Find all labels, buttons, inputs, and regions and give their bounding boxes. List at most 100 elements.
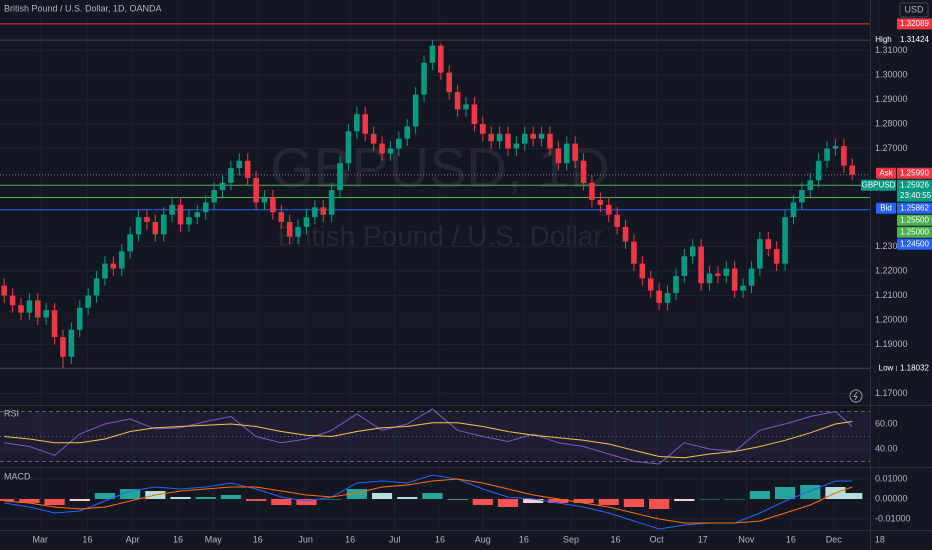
alert-icon-bolt: [853, 391, 858, 401]
price-marker-label: 1.25500: [900, 215, 929, 224]
candle-body: [664, 293, 671, 303]
y-tick-label: 1.31000: [875, 45, 908, 55]
x-tick-label: 16: [82, 534, 92, 544]
candle-body: [228, 168, 234, 183]
candle-body: [295, 226, 301, 237]
price-marker: [897, 238, 932, 250]
price-marker: [897, 34, 932, 46]
candle-body: [563, 143, 570, 164]
candle-body: [34, 300, 41, 318]
candle-body: [387, 148, 394, 154]
chart-title: British Pound / U.S. Dollar, 1D, OANDA: [4, 3, 162, 13]
x-tick-label: 16: [435, 534, 445, 544]
candle-body: [60, 337, 66, 357]
x-tick-label: Nov: [738, 534, 755, 544]
price-marker-name-box: [871, 34, 896, 46]
candle-body: [589, 182, 595, 200]
macd-histogram-bar: [623, 499, 645, 507]
candle-body: [521, 133, 528, 144]
candle-body: [673, 275, 679, 294]
price-marker: [897, 362, 932, 374]
candle-body: [194, 212, 201, 218]
candle-body: [681, 256, 688, 276]
candle-body: [479, 123, 486, 134]
candle-body: [261, 197, 268, 203]
x-tick-label: Aug: [475, 534, 491, 544]
candle-body: [748, 268, 755, 286]
candle-body: [412, 94, 419, 127]
indicator-line: [4, 478, 853, 524]
currency-box[interactable]: [899, 2, 929, 18]
macd-histogram-bar: [0, 499, 15, 501]
candle-body: [102, 263, 108, 279]
price-marker: [897, 179, 932, 202]
y-tick-label: 1.17000: [875, 388, 908, 398]
x-tick-label: Apr: [126, 534, 140, 544]
candle-body: [757, 239, 763, 269]
candle-body: [631, 241, 637, 264]
x-tick-label: 17: [698, 534, 708, 544]
countdown: 23:40:55: [900, 191, 932, 200]
macd-title: MACD: [4, 471, 31, 481]
candle-body: [270, 197, 276, 213]
candle-body: [244, 160, 251, 178]
macd-histogram-bar: [69, 499, 90, 501]
candle-body: [303, 217, 310, 227]
macd-histogram-bar: [497, 499, 519, 507]
candle-body: [647, 278, 654, 291]
macd-histogram-bar: [548, 499, 569, 503]
candle-body: [354, 114, 360, 132]
indicator-line: [4, 421, 853, 459]
candle-body: [698, 246, 704, 284]
macd-histogram-bar: [94, 493, 116, 499]
candle-body: [463, 104, 469, 110]
candle-body: [421, 62, 427, 95]
x-tick-label: 18: [875, 534, 885, 544]
price-marker-name: Ask: [879, 168, 893, 177]
macd-histogram-bar: [346, 489, 367, 499]
macd-histogram-bar: [195, 497, 216, 499]
candle-body: [379, 143, 385, 154]
price-marker-label: 1.25926: [900, 180, 929, 189]
candle-body: [345, 131, 352, 164]
candle-body: [815, 160, 822, 181]
candle-body: [773, 248, 780, 264]
candle-body: [152, 222, 159, 235]
candle-body: [731, 268, 738, 291]
x-tick-label: Sep: [563, 534, 579, 544]
marks: [0, 23, 870, 530]
y-tick-label: 1.27000: [875, 143, 908, 153]
macd-histogram-bar: [472, 499, 493, 505]
indicator-line: [4, 408, 853, 465]
candle-body: [446, 72, 453, 93]
candle-body: [438, 45, 444, 73]
x-tick-label: 16: [786, 534, 796, 544]
candle-body: [320, 207, 327, 215]
price-marker: [897, 226, 932, 238]
candle-body: [286, 222, 293, 237]
macd-histogram-bar: [220, 495, 241, 499]
macd-histogram-bar: [44, 499, 65, 505]
candle-body: [740, 285, 746, 291]
candle-body: [547, 133, 553, 149]
price-marker: [897, 18, 932, 30]
y-tick-label: 1.23000: [875, 241, 908, 251]
macd-histogram-bar: [674, 499, 695, 501]
candle-body: [202, 202, 209, 213]
candle-body: [328, 190, 335, 215]
candle-body: [211, 190, 217, 203]
x-tick-label: Mar: [33, 534, 49, 544]
candle-body: [396, 138, 402, 149]
macd-histogram-bar: [246, 499, 267, 501]
x-tick-label: 16: [173, 534, 183, 544]
price-marker-name-box: [876, 202, 896, 214]
candle-body: [1, 285, 7, 296]
candle-body: [169, 204, 175, 215]
candle-body: [160, 214, 167, 235]
candle-body: [782, 217, 788, 264]
macd-histogram-bar: [800, 485, 821, 499]
candle-body: [135, 217, 142, 235]
alert-icon[interactable]: [849, 389, 863, 403]
